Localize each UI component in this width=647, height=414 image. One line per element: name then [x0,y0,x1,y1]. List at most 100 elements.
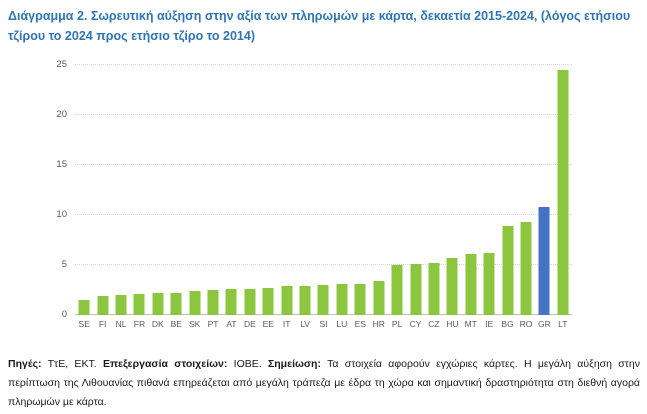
bar-column-AT: AT [222,65,240,329]
x-tick-label-CY: CY [409,319,422,329]
bar-CY [410,264,422,315]
x-tick-label-LU: LU [336,319,348,329]
note-text: Τα στοιχεία αφορούν εγχώριες κάρτες. Η μ… [8,358,640,408]
x-tick-label-FI: FI [98,319,107,329]
y-tick-label-20: 20 [56,109,67,120]
x-tick-label-BG: BG [501,319,514,329]
bar-column-LT: LT [554,65,572,329]
bar-column-ES: ES [351,65,369,329]
bar-column-CZ: CZ [425,65,443,329]
bar-column-EE: EE [259,65,277,329]
bar-HR [373,281,385,315]
bar-column-BE: BE [167,65,185,329]
bar-RO [520,222,532,315]
source-note: Πηγές: ΤτΕ, ΕΚΤ. Επεξεργασία στοιχείων: … [8,355,640,412]
bar-ES [354,284,366,315]
bar-column-SE: SE [75,65,93,329]
x-tick-label-LT: LT [558,319,568,329]
bar-column-PL: PL [388,65,406,329]
bar-column-MT: MT [462,65,480,329]
bar-column-IT: IT [277,65,295,329]
bar-SK [189,291,201,315]
bar-column-FR: FR [130,65,148,329]
y-tick-label-15: 15 [56,159,67,170]
x-tick-label-LV: LV [300,319,310,329]
bar-column-BG: BG [498,65,516,329]
x-tick-label-MT: MT [464,319,477,329]
x-tick-label-HR: HR [372,319,385,329]
bar-column-RO: RO [517,65,535,329]
bar-NL [115,295,127,315]
bar-column-FI: FI [93,65,111,329]
gridline-15 [75,164,572,165]
bar-column-SI: SI [314,65,332,329]
bar-column-DE: DE [241,65,259,329]
bar-MT [465,254,477,315]
x-tick-label-GR: GR [537,319,551,329]
x-tick-label-IE: IE [485,319,494,329]
x-tick-label-PL: PL [391,319,403,329]
x-tick-label-SK: SK [188,319,201,329]
bar-EE [262,288,274,315]
y-tick-label-0: 0 [61,309,67,320]
bar-SE [78,300,90,315]
x-tick-label-CZ: CZ [428,319,440,329]
bar-column-LU: LU [333,65,351,329]
gridline-10 [75,214,572,215]
bar-FI [97,296,109,315]
x-tick-label-DE: DE [243,319,256,329]
x-tick-label-ES: ES [354,319,366,329]
bar-GR [538,207,550,315]
x-tick-label-NL: NL [115,319,127,329]
x-tick-label-SI: SI [319,319,328,329]
y-tick-label-5: 5 [61,259,67,270]
x-tick-label-FR: FR [133,319,146,329]
bar-AT [225,289,237,315]
bar-HU [446,258,458,315]
gridline-20 [75,114,572,115]
x-tick-label-AT: AT [226,319,237,329]
x-tick-label-RO: RO [519,319,533,329]
bar-CZ [428,263,440,315]
bar-LV [299,286,311,315]
bar-column-PT: PT [204,65,222,329]
bar-column-HR: HR [370,65,388,329]
bar-column-DK: DK [149,65,167,329]
bar-BG [502,226,514,315]
x-tick-label-HU: HU [446,319,459,329]
bar-DE [244,289,256,315]
bar-column-LV: LV [296,65,314,329]
bar-PT [207,290,219,315]
bar-chart-plot-area: SE FI NL FR DK BE SK PT AT DE EE IT LV SI LU ES HR PL CY CZ… [75,64,572,329]
bar-LU [336,284,348,315]
bar-FR [133,294,145,315]
processing-label: Επεξεργασία στοιχείων: [102,358,228,370]
bar-LT [557,70,569,315]
x-tick-label-EE: EE [262,319,274,329]
x-tick-label-DK: DK [151,319,164,329]
note-label: Σημείωση: [267,358,321,370]
x-tick-label-IT: IT [282,319,291,329]
gridline-25 [75,64,572,65]
bar-column-HU: HU [443,65,461,329]
bar-IT [281,286,293,315]
processing-text: ΙΟΒΕ. [227,358,268,370]
x-tick-label-PT: PT [207,319,219,329]
gridline-5 [75,264,572,265]
y-tick-label-10: 10 [56,209,67,220]
y-tick-label-25: 25 [56,59,67,70]
sources-label: Πηγές: [8,358,42,370]
x-tick-label-BE: BE [170,319,182,329]
bar-column-IE: IE [480,65,498,329]
bar-column-NL: NL [112,65,130,329]
bar-PL [391,265,403,315]
bar-column-GR: GR [535,65,553,329]
bar-SI [317,285,329,315]
bar-BE [170,293,182,315]
bar-column-SK: SK [185,65,203,329]
bar-DK [152,293,164,315]
x-tick-label-SE: SE [78,319,90,329]
sources-text: ΤτΕ, ΕΚΤ. [41,358,103,370]
chart-title: Διάγραμμα 2. Σωρευτική αύξηση στην αξία … [8,9,631,43]
bar-IE [483,253,495,315]
